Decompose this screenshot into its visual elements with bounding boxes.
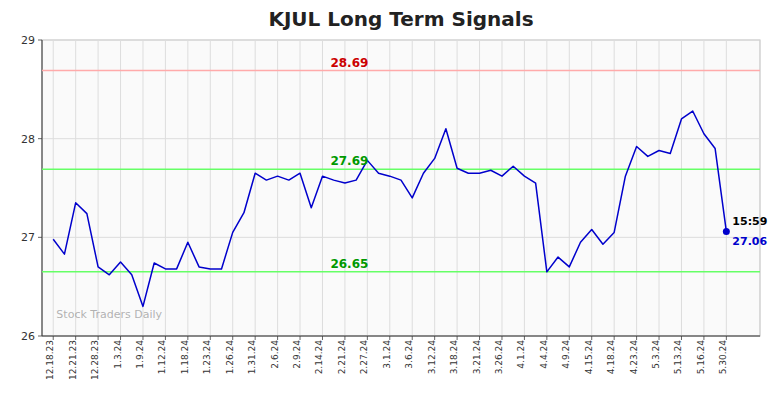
- x-tick-label: 3.18.24: [449, 340, 459, 375]
- x-tick-label: 5.3.24: [651, 340, 661, 369]
- x-tick-label: 3.6.24: [404, 340, 414, 369]
- x-tick-label: 5.30.24: [718, 340, 728, 375]
- x-tick-label: 1.23.24: [202, 340, 212, 375]
- x-tick-label: 4.1.24: [516, 340, 526, 369]
- x-tick-label: 4.4.24: [539, 340, 549, 369]
- grid-line: [120, 40, 121, 336]
- x-tick-label: 12.18.23: [45, 340, 55, 380]
- x-tick-label: 1.26.24: [225, 340, 235, 375]
- x-axis-line: [42, 335, 760, 336]
- x-tick-label: 2.27.24: [359, 340, 369, 375]
- grid-line: [42, 138, 760, 139]
- grid-line: [165, 40, 166, 336]
- x-tick-label: 12.21.23: [68, 340, 78, 380]
- grid-line: [591, 40, 592, 336]
- x-tick-label: 2.21.24: [337, 340, 347, 375]
- reference-label: 27.69: [330, 154, 368, 168]
- grid-line: [255, 40, 256, 336]
- grid-line: [434, 40, 435, 336]
- x-tick-label: 1.3.24: [113, 340, 123, 369]
- tick-mark: [38, 138, 42, 139]
- x-tick-label: 5.13.24: [673, 340, 683, 375]
- tick-mark: [38, 237, 42, 238]
- tick-mark: [38, 336, 42, 337]
- grid-line: [457, 40, 458, 336]
- tick-mark: [38, 40, 42, 41]
- grid-line: [501, 40, 502, 336]
- x-tick-label: 3.21.24: [472, 340, 482, 375]
- grid-line: [42, 336, 760, 337]
- grid-line: [232, 40, 233, 336]
- x-tick-label: 12.28.23: [90, 340, 100, 380]
- grid-line: [524, 40, 525, 336]
- grid-line: [142, 40, 143, 336]
- x-tick-label: 2.9.24: [292, 340, 302, 369]
- grid-line: [367, 40, 368, 336]
- y-tick-label: 27: [21, 231, 35, 244]
- y-tick-label: 29: [21, 34, 35, 47]
- grid-line: [210, 40, 211, 336]
- plot-area: [42, 40, 760, 336]
- y-tick-label: 26: [21, 330, 35, 343]
- grid: [42, 40, 760, 336]
- x-tick-label: 2.6.24: [270, 340, 280, 369]
- grid-line: [42, 40, 760, 41]
- grid-line: [98, 40, 99, 336]
- price-line: [53, 111, 726, 306]
- x-tick-label: 4.9.24: [561, 340, 571, 369]
- last-time-label: 15:59: [732, 215, 767, 228]
- reference-label: 26.65: [330, 257, 368, 271]
- grid-line: [277, 40, 278, 336]
- grid-line: [479, 40, 480, 336]
- grid-line: [187, 40, 188, 336]
- grid-line: [703, 40, 704, 336]
- x-tick-label: 1.18.24: [180, 340, 190, 375]
- x-tick-label: 4.18.24: [606, 340, 616, 375]
- y-axis-line: [42, 40, 43, 336]
- grid-line: [300, 40, 301, 336]
- grid-line: [389, 40, 390, 336]
- x-tick-label: 1.12.24: [157, 340, 167, 375]
- x-tick-label: 3.26.24: [494, 340, 504, 375]
- chart: 26 27 28 29 12.18.23 12.21.23 12.28.23 1.3.24 1.…: [0, 0, 784, 398]
- watermark: Stock Traders Daily: [56, 308, 162, 321]
- grid-line: [53, 40, 54, 336]
- last-value-label: 27.06: [732, 235, 767, 248]
- grid-line: [681, 40, 682, 336]
- grid-line: [412, 40, 413, 336]
- grid-line: [344, 40, 345, 336]
- x-tick-label: 3.1.24: [382, 340, 392, 369]
- grid-line: [614, 40, 615, 336]
- x-tick-label: 1.9.24: [135, 340, 145, 369]
- x-tick-label: 4.15.24: [584, 340, 594, 375]
- plot-data: [42, 71, 760, 307]
- grid-line: [546, 40, 547, 336]
- x-tick-label: 1.31.24: [247, 340, 257, 375]
- grid-line: [322, 40, 323, 336]
- grid-line: [569, 40, 570, 336]
- reference-label: 28.69: [330, 56, 368, 70]
- x-tick-label: 2.14.24: [314, 340, 324, 375]
- x-tick-label: 4.23.24: [629, 340, 639, 375]
- grid-line: [636, 40, 637, 336]
- title: KJUL Long Term Signals: [268, 7, 533, 31]
- grid-line: [726, 40, 727, 336]
- y-tick-label: 28: [21, 133, 35, 146]
- grid-line: [75, 40, 76, 336]
- last-point: [723, 228, 730, 235]
- x-tick-label: 3.12.24: [427, 340, 437, 375]
- reference-line: [42, 271, 760, 273]
- grid-line: [42, 237, 760, 238]
- grid-line: [659, 40, 660, 336]
- reference-line: [42, 70, 760, 72]
- reference-line: [42, 169, 760, 171]
- x-tick-label: 5.16.24: [696, 340, 706, 375]
